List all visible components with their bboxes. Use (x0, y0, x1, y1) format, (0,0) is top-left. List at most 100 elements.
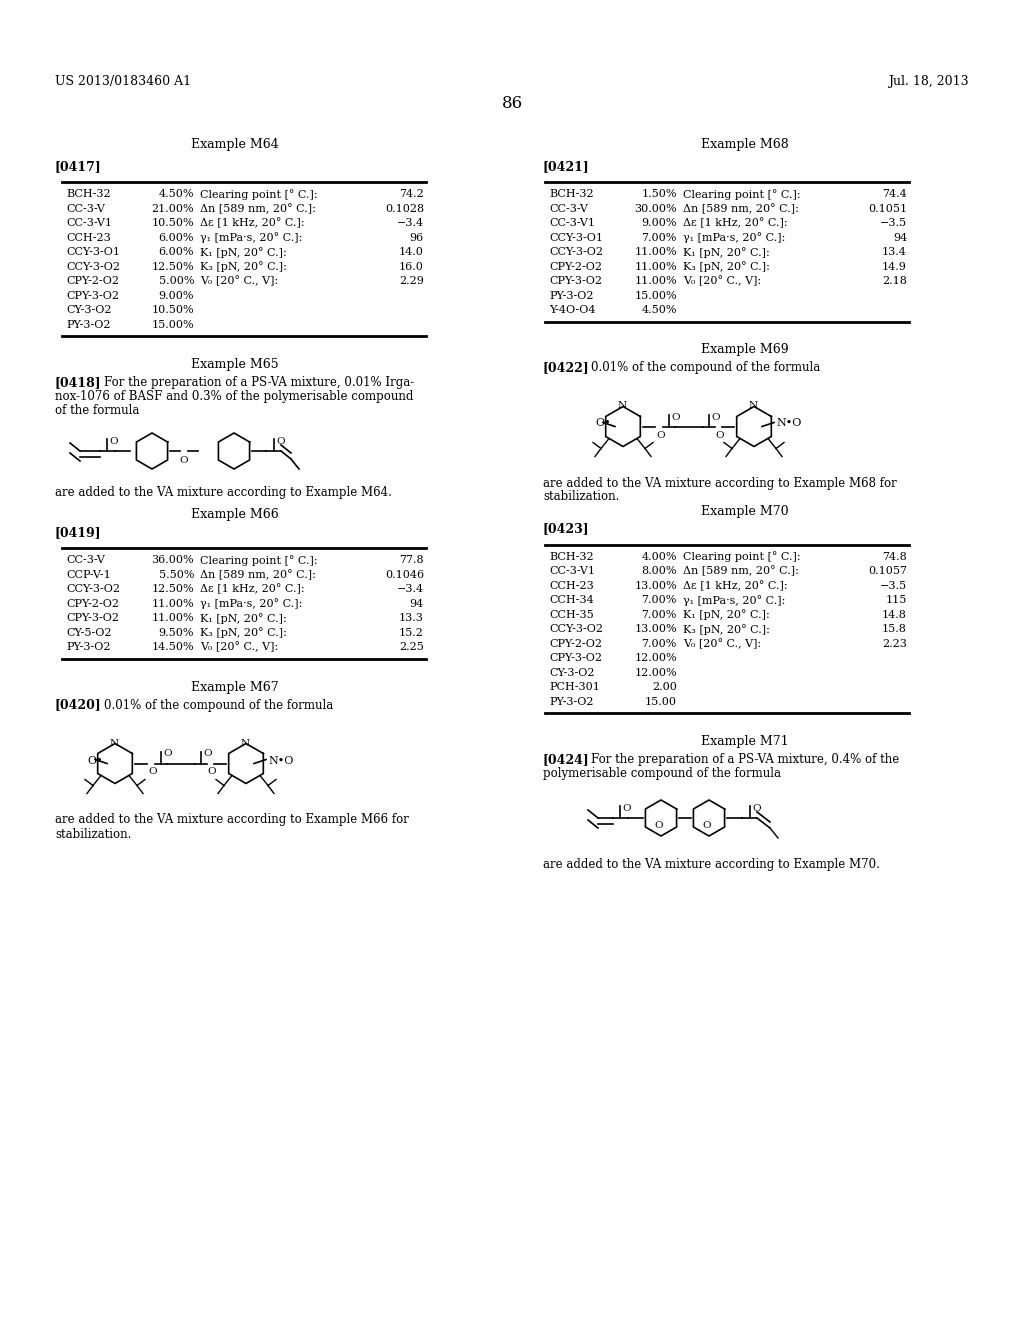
Text: 96: 96 (410, 232, 424, 243)
Text: O: O (207, 767, 216, 776)
Text: US 2013/0183460 A1: US 2013/0183460 A1 (55, 75, 191, 88)
Text: CCY-3-O2: CCY-3-O2 (549, 247, 603, 257)
Text: [0424]: [0424] (543, 752, 590, 766)
Text: 94: 94 (893, 232, 907, 243)
Text: CCY-3-O2: CCY-3-O2 (66, 585, 120, 594)
Text: 7.00%: 7.00% (642, 232, 677, 243)
Text: 86: 86 (502, 95, 522, 112)
Text: V₀ [20° C., V]:: V₀ [20° C., V]: (200, 642, 279, 652)
Text: −3.4: −3.4 (397, 585, 424, 594)
Text: CC-3-V: CC-3-V (66, 556, 104, 565)
Text: Y-4O-O4: Y-4O-O4 (549, 305, 596, 315)
Text: Δε [1 kHz, 20° C.]:: Δε [1 kHz, 20° C.]: (683, 218, 787, 228)
Text: BCH-32: BCH-32 (549, 189, 594, 199)
Text: nox-1076 of BASF and 0.3% of the polymerisable compound: nox-1076 of BASF and 0.3% of the polymer… (55, 389, 414, 403)
Text: O: O (715, 430, 724, 440)
Text: 10.50%: 10.50% (152, 305, 194, 315)
Text: Δε [1 kHz, 20° C.]:: Δε [1 kHz, 20° C.]: (200, 583, 304, 594)
Text: 13.3: 13.3 (399, 614, 424, 623)
Text: CY-3-O2: CY-3-O2 (66, 305, 112, 315)
Text: CCY-3-O1: CCY-3-O1 (549, 232, 603, 243)
Text: CCH-23: CCH-23 (66, 232, 111, 243)
Text: 77.8: 77.8 (399, 556, 424, 565)
Text: 13.00%: 13.00% (635, 624, 677, 634)
Text: O: O (148, 767, 157, 776)
Text: 36.00%: 36.00% (152, 556, 194, 565)
Text: K₁ [pN, 20° C.]:: K₁ [pN, 20° C.]: (683, 247, 770, 257)
Text: BCH-32: BCH-32 (549, 552, 594, 562)
Text: 7.00%: 7.00% (642, 595, 677, 606)
Text: [0418]: [0418] (55, 376, 101, 389)
Text: 11.00%: 11.00% (635, 261, 677, 272)
Text: For the preparation of a PS-VA mixture, 0.01% Irga-: For the preparation of a PS-VA mixture, … (104, 376, 415, 389)
Text: N•O: N•O (268, 755, 293, 766)
Text: Δn [589 nm, 20° C.]:: Δn [589 nm, 20° C.]: (200, 203, 315, 214)
Text: 9.50%: 9.50% (159, 628, 194, 638)
Text: 9.00%: 9.00% (641, 218, 677, 228)
Text: 14.0: 14.0 (399, 247, 424, 257)
Text: 2.18: 2.18 (882, 276, 907, 286)
Text: γ₁ [mPa·s, 20° C.]:: γ₁ [mPa·s, 20° C.]: (683, 595, 785, 606)
Text: −3.5: −3.5 (880, 581, 907, 591)
Text: CC-3-V1: CC-3-V1 (549, 566, 595, 577)
Text: [0417]: [0417] (55, 160, 101, 173)
Text: 16.0: 16.0 (399, 261, 424, 272)
Text: PY-3-O2: PY-3-O2 (549, 290, 594, 301)
Text: −3.4: −3.4 (397, 218, 424, 228)
Text: V₀ [20° C., V]:: V₀ [20° C., V]: (683, 639, 761, 649)
Text: 4.00%: 4.00% (641, 552, 677, 562)
Text: CC-3-V1: CC-3-V1 (549, 218, 595, 228)
Text: 13.00%: 13.00% (635, 581, 677, 591)
Text: [0421]: [0421] (543, 160, 590, 173)
Text: [0422]: [0422] (543, 362, 590, 375)
Text: O: O (702, 821, 712, 830)
Text: CCH-35: CCH-35 (549, 610, 594, 620)
Text: are added to the VA mixture according to Example M64.: are added to the VA mixture according to… (55, 486, 392, 499)
Text: V₀ [20° C., V]:: V₀ [20° C., V]: (200, 276, 279, 286)
Text: K₃ [pN, 20° C.]:: K₃ [pN, 20° C.]: (683, 261, 770, 272)
Text: PCH-301: PCH-301 (549, 682, 600, 692)
Text: 6.00%: 6.00% (159, 247, 194, 257)
Text: K₃ [pN, 20° C.]:: K₃ [pN, 20° C.]: (200, 261, 287, 272)
Text: PY-3-O2: PY-3-O2 (549, 697, 594, 706)
Text: 15.2: 15.2 (399, 628, 424, 638)
Text: N: N (618, 401, 627, 411)
Text: CPY-2-O2: CPY-2-O2 (549, 639, 602, 648)
Text: CC-3-V1: CC-3-V1 (66, 218, 112, 228)
Text: 15.00%: 15.00% (635, 290, 677, 301)
Text: 12.00%: 12.00% (635, 668, 677, 677)
Text: 0.1057: 0.1057 (868, 566, 907, 577)
Text: Jul. 18, 2013: Jul. 18, 2013 (889, 75, 969, 88)
Text: 11.00%: 11.00% (635, 247, 677, 257)
Text: 4.50%: 4.50% (641, 305, 677, 315)
Text: O: O (276, 437, 285, 446)
Text: γ₁ [mPa·s, 20° C.]:: γ₁ [mPa·s, 20° C.]: (683, 232, 785, 243)
Text: of the formula: of the formula (55, 404, 139, 417)
Text: O: O (109, 437, 118, 446)
Text: 13.4: 13.4 (882, 247, 907, 257)
Text: 74.2: 74.2 (399, 189, 424, 199)
Text: K₁ [pN, 20° C.]:: K₁ [pN, 20° C.]: (200, 247, 287, 257)
Text: 1.50%: 1.50% (641, 189, 677, 199)
Text: 15.00%: 15.00% (152, 319, 194, 330)
Text: Example M64: Example M64 (191, 139, 279, 150)
Text: O: O (179, 455, 187, 465)
Text: CPY-3-O2: CPY-3-O2 (66, 290, 119, 301)
Text: 94: 94 (410, 599, 424, 609)
Text: CPY-2-O2: CPY-2-O2 (66, 599, 119, 609)
Text: 0.1028: 0.1028 (385, 203, 424, 214)
Text: Clearing point [° C.]:: Clearing point [° C.]: (200, 554, 317, 566)
Text: are added to the VA mixture according to Example M66 for: are added to the VA mixture according to… (55, 813, 409, 826)
Text: 14.8: 14.8 (882, 610, 907, 620)
Text: 5.00%: 5.00% (159, 276, 194, 286)
Text: 74.4: 74.4 (883, 189, 907, 199)
Text: Δn [589 nm, 20° C.]:: Δn [589 nm, 20° C.]: (200, 569, 315, 579)
Text: 0.01% of the compound of the formula: 0.01% of the compound of the formula (591, 362, 820, 375)
Text: PY-3-O2: PY-3-O2 (66, 643, 111, 652)
Text: 15.00: 15.00 (645, 697, 677, 706)
Text: CY-3-O2: CY-3-O2 (549, 668, 595, 677)
Text: are added to the VA mixture according to Example M68 for: are added to the VA mixture according to… (543, 477, 897, 490)
Text: 6.00%: 6.00% (159, 232, 194, 243)
Text: N•O: N•O (776, 418, 802, 429)
Text: Δn [589 nm, 20° C.]:: Δn [589 nm, 20° C.]: (683, 203, 799, 214)
